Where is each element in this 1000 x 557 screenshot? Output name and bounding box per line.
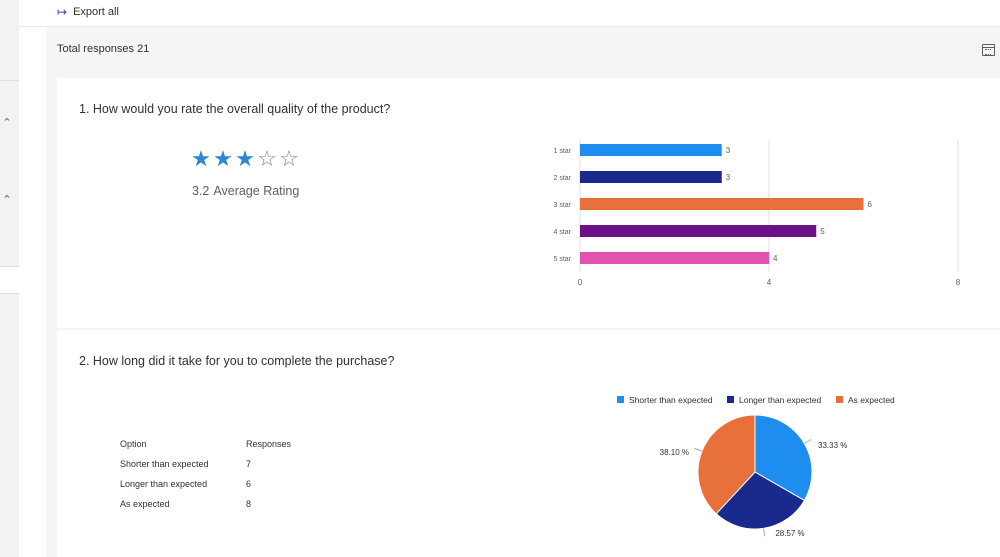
bar xyxy=(580,198,864,210)
purchase-time-pie-chart: Shorter than expected Longer than expecte… xyxy=(617,395,895,538)
question-title: 1. How would you rate the overall qualit… xyxy=(79,102,391,116)
data-label: 6 xyxy=(868,200,873,209)
average-rating-value: 3.2 xyxy=(192,184,210,198)
tick-label: 4 xyxy=(767,278,772,287)
row-option: As expected xyxy=(120,499,170,509)
star-filled-icon: ★ xyxy=(191,146,211,171)
rail-selected-item[interactable] xyxy=(0,266,19,294)
bar xyxy=(580,144,722,156)
question-title: 2. How long did it take for you to compl… xyxy=(79,354,395,368)
chevron-up-icon[interactable]: ⌃ xyxy=(2,194,12,206)
bar xyxy=(580,171,722,183)
pie-slice xyxy=(715,471,806,530)
data-label: 5 xyxy=(820,227,825,236)
chevron-up-icon[interactable]: ⌃ xyxy=(2,117,12,129)
category-label: 3 star xyxy=(553,202,571,209)
slice-label: 28.57 % xyxy=(775,529,804,538)
row-responses: 6 xyxy=(246,479,252,489)
legend-label: As expected xyxy=(848,395,895,405)
table-header: Option Responses xyxy=(120,434,306,454)
legend-swatch xyxy=(836,396,843,403)
table-row: Longer than expected 6 xyxy=(120,474,306,494)
legend-swatch xyxy=(727,396,734,403)
star-filled-icon: ★ xyxy=(213,146,233,171)
slice-label: 33.33 % xyxy=(818,441,847,450)
legend-label: Longer than expected xyxy=(739,395,822,405)
left-rail: ⌃ ⌃ xyxy=(0,0,19,557)
bar xyxy=(580,252,769,264)
category-label: 1 star xyxy=(553,148,571,155)
category-label: 2 star xyxy=(553,175,571,182)
calendar-icon[interactable] xyxy=(982,44,995,56)
legend-swatch xyxy=(617,396,624,403)
pie-slice xyxy=(754,414,813,502)
star-empty-icon: ☆ xyxy=(257,146,277,171)
star-filled-icon: ★ xyxy=(235,146,255,171)
star-empty-icon: ☆ xyxy=(279,146,299,171)
toolbar: ↦ Export all xyxy=(19,0,1000,27)
average-rating-label: Average Rating xyxy=(213,184,300,198)
rating-stars: ★ ★ ★ ☆ ☆ xyxy=(190,148,300,170)
leader-line xyxy=(763,528,766,537)
header-responses: Responses xyxy=(246,439,292,449)
table-row: Shorter than expected 7 xyxy=(120,454,306,474)
data-label: 3 xyxy=(726,173,731,182)
export-all-label: Export all xyxy=(73,6,119,18)
data-label: 4 xyxy=(773,254,778,263)
leader-line xyxy=(694,447,703,452)
total-responses: Total responses 21 xyxy=(57,43,150,55)
category-label: 5 star xyxy=(553,256,571,263)
average-rating: 3.2 Average Rating xyxy=(192,184,303,198)
responses-table: Option Responses Shorter than expected 7… xyxy=(120,434,306,514)
row-option: Longer than expected xyxy=(120,479,208,489)
page-gutter xyxy=(19,0,46,557)
tick-label: 0 xyxy=(578,278,583,287)
export-all-button[interactable]: ↦ Export all xyxy=(57,4,119,20)
leader-line xyxy=(804,439,812,444)
header-option: Option xyxy=(120,439,147,449)
legend-label: Shorter than expected xyxy=(629,395,713,405)
slice-label: 38.10 % xyxy=(660,448,689,457)
export-arrow-icon: ↦ xyxy=(57,5,68,19)
row-responses: 8 xyxy=(246,499,252,509)
data-label: 3 xyxy=(726,146,731,155)
category-label: 4 star xyxy=(553,229,571,236)
table-row: As expected 8 xyxy=(120,494,306,514)
tick-label: 8 xyxy=(956,278,961,287)
question-card-2: 2. How long did it take for you to compl… xyxy=(57,330,1000,557)
rail-divider xyxy=(0,80,19,81)
row-option: Shorter than expected xyxy=(120,459,209,469)
rating-bar-chart: 1 star 3 2 star 3 3 star 6 4 star 5 5 star 4 0 4 8 xyxy=(553,140,961,287)
row-responses: 7 xyxy=(246,459,252,469)
bar xyxy=(580,225,817,237)
